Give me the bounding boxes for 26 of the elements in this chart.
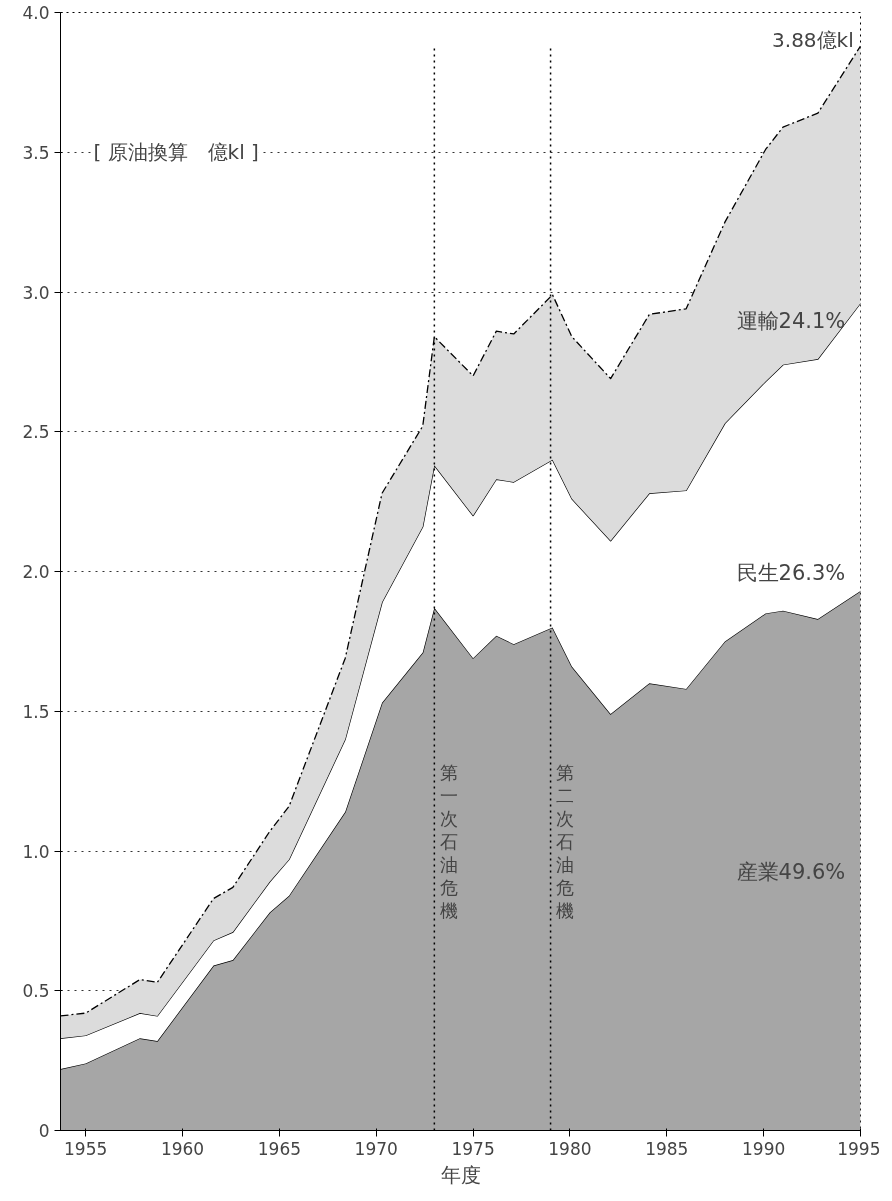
x-tick-label: 1965 xyxy=(257,1138,302,1159)
x-tick-label: 1980 xyxy=(548,1138,592,1159)
y-tick-label: 4.0 xyxy=(22,3,50,23)
ref-line-label: 第一次石油危機 xyxy=(440,761,459,922)
annotation: [ 原油換算 億kl ] xyxy=(93,140,259,165)
y-tick-label: 2.0 xyxy=(22,562,50,582)
x-tick-label: 1955 xyxy=(64,1138,108,1159)
y-tick-label: 3.0 xyxy=(22,282,50,303)
annotation: 3.88億kl xyxy=(772,28,854,53)
x-tick-label: 1990 xyxy=(742,1138,786,1159)
ref-line-label: 第二次石油危機 xyxy=(556,761,575,922)
series-label: 産業49.6% xyxy=(736,859,846,884)
series-label: 民生26.3% xyxy=(736,560,846,585)
y-tick-label: 2.5 xyxy=(22,422,50,443)
x-tick-label: 1960 xyxy=(160,1138,205,1159)
x-tick-label: 1975 xyxy=(451,1138,495,1159)
y-tick-label: 0.5 xyxy=(22,981,50,1002)
x-axis-title: 年度 xyxy=(440,1162,481,1187)
x-tick-label: 1970 xyxy=(354,1138,398,1159)
y-tick-label: 1.0 xyxy=(22,841,50,862)
y-tick-label: 0 xyxy=(38,1121,50,1141)
y-tick-label: 3.5 xyxy=(22,142,50,163)
series-label: 運輸24.1% xyxy=(736,309,846,334)
x-tick-label: 1985 xyxy=(645,1138,689,1159)
y-tick-label: 1.5 xyxy=(22,701,50,722)
x-tick-label: 1995 xyxy=(837,1138,881,1159)
